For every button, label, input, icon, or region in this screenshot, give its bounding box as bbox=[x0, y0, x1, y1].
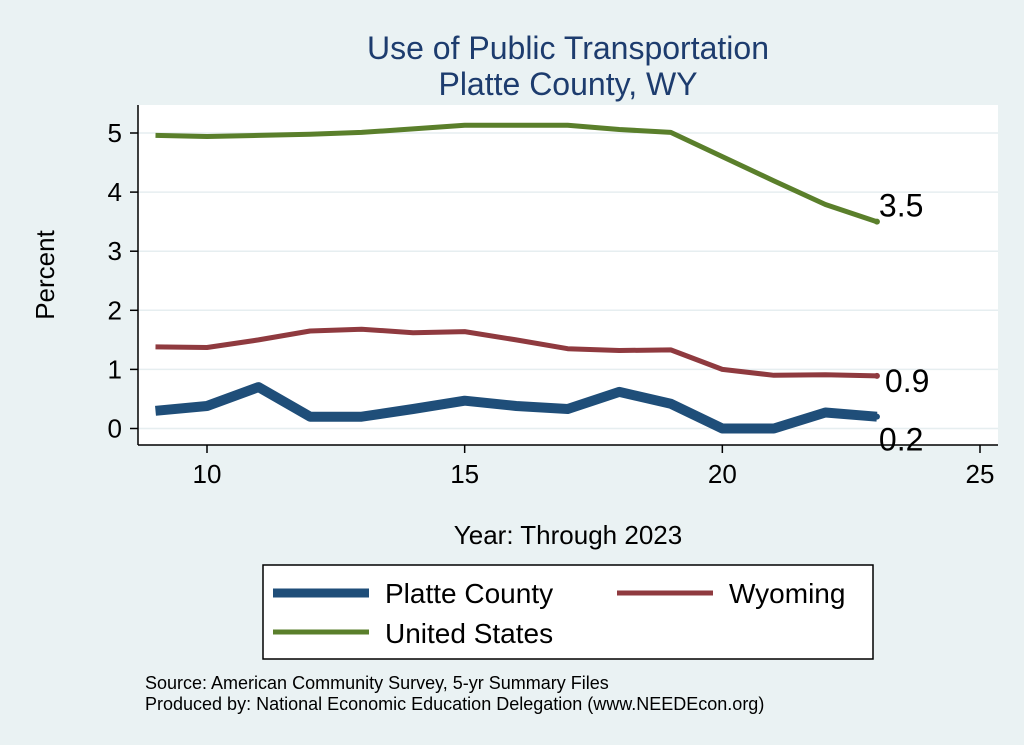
grid-lines bbox=[138, 132, 998, 430]
x-tick-label-25: 25 bbox=[966, 459, 995, 489]
legend: Platte County Wyoming United States bbox=[262, 564, 874, 660]
end-labels: 0.2 0.9 3.5 bbox=[879, 188, 929, 458]
series-endpoint-united-states bbox=[873, 218, 880, 225]
axes: 0 1 2 3 4 5 10 15 20 25 bbox=[108, 105, 998, 489]
y-tick-label-4: 4 bbox=[108, 177, 122, 207]
chart-title: Use of Public Transportation bbox=[367, 30, 769, 66]
chart-subtitle: Platte County, WY bbox=[438, 66, 697, 102]
legend-label-platte-county: Platte County bbox=[385, 578, 553, 609]
source-note: Source: American Community Survey, 5-yr … bbox=[145, 673, 609, 693]
end-label-wyoming: 0.9 bbox=[885, 363, 929, 399]
legend-box bbox=[262, 564, 874, 660]
y-tick-label-5: 5 bbox=[108, 118, 122, 148]
producer-note: Produced by: National Economic Education… bbox=[145, 694, 764, 714]
series-lines bbox=[155, 122, 880, 434]
plot-area bbox=[138, 105, 998, 445]
y-tick-label-0: 0 bbox=[108, 414, 122, 444]
end-label-united-states: 3.5 bbox=[879, 188, 923, 224]
y-axis-label: Percent bbox=[30, 229, 60, 319]
legend-label-united-states: United States bbox=[385, 618, 553, 649]
x-tick-label-15: 15 bbox=[450, 459, 479, 489]
y-tick-label-3: 3 bbox=[108, 236, 122, 266]
y-tick-label-1: 1 bbox=[108, 354, 122, 384]
series-line-wyoming bbox=[155, 326, 877, 379]
x-tick-label-10: 10 bbox=[193, 459, 222, 489]
y-tick-label-2: 2 bbox=[108, 295, 122, 325]
series-line-united-states bbox=[155, 122, 878, 225]
x-axis-label: Year: Through 2023 bbox=[454, 520, 682, 550]
end-label-platte-county: 0.2 bbox=[879, 422, 923, 458]
series-endpoint-wyoming bbox=[873, 372, 880, 379]
x-tick-label-20: 20 bbox=[708, 459, 737, 489]
series-endpoint-platte-county bbox=[873, 413, 880, 420]
series-line-platte-county bbox=[155, 382, 878, 434]
legend-label-wyoming: Wyoming bbox=[729, 578, 845, 609]
